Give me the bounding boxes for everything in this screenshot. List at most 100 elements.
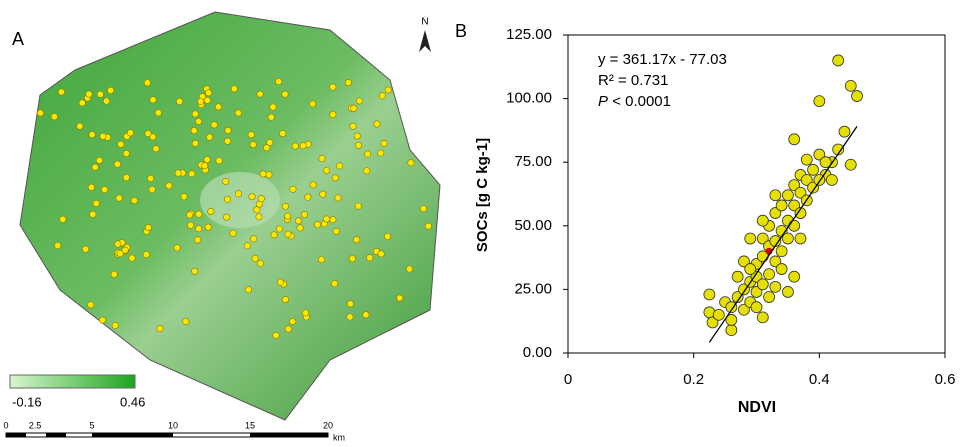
sample-site: [92, 164, 98, 170]
sample-site: [297, 225, 303, 231]
sample-site: [114, 161, 120, 167]
sample-site: [364, 168, 370, 174]
sample-site: [112, 322, 118, 328]
sample-site: [379, 93, 385, 99]
scatter-point: [732, 271, 743, 282]
sample-site: [335, 195, 341, 201]
sample-site: [127, 130, 133, 136]
y-tick-label: 125.00: [506, 26, 552, 43]
sample-site: [195, 118, 201, 124]
scale-label: 2.5: [29, 420, 42, 430]
sample-site: [385, 87, 391, 93]
sample-site: [51, 114, 57, 120]
sample-site: [314, 221, 320, 227]
sample-site: [276, 226, 282, 232]
sample-site: [97, 91, 103, 97]
sample-site: [111, 271, 117, 277]
sample-site: [176, 98, 182, 104]
sample-site: [187, 222, 193, 228]
sample-site: [224, 196, 230, 202]
panel-label: A: [12, 29, 24, 49]
sample-site: [320, 191, 326, 197]
sample-site: [353, 237, 359, 243]
page: {"panel_a": {"label": "A", "north": "N",…: [0, 0, 966, 442]
sample-site: [273, 332, 279, 338]
sample-site: [282, 203, 288, 209]
scatter-point: [789, 271, 800, 282]
scatter-point: [745, 233, 756, 244]
sample-site: [194, 237, 200, 243]
sample-site: [79, 100, 85, 106]
sample-site: [100, 133, 106, 139]
sample-site: [292, 143, 298, 149]
sample-site: [248, 132, 254, 138]
sample-site: [270, 104, 276, 110]
sample-site: [223, 214, 229, 220]
sample-site: [252, 255, 258, 261]
sample-site: [208, 208, 214, 214]
sample-site: [363, 312, 369, 318]
sample-site: [336, 163, 342, 169]
sample-site: [116, 195, 122, 201]
sample-site: [345, 79, 351, 85]
sample-site: [245, 286, 251, 292]
sample-site: [319, 155, 325, 161]
sample-site: [425, 223, 431, 229]
scatter-point: [852, 91, 863, 102]
sample-site: [174, 245, 180, 251]
sample-site: [285, 326, 291, 332]
sample-site: [266, 171, 272, 177]
scatter-point: [770, 190, 781, 201]
sample-site: [204, 156, 210, 162]
sample-site: [350, 123, 356, 129]
sample-site: [93, 200, 99, 206]
sample-site: [181, 193, 187, 199]
legend-min: -0.16: [12, 394, 42, 409]
sample-site: [330, 111, 336, 117]
sample-site: [275, 78, 281, 84]
y-tick-label: 50.00: [514, 217, 552, 234]
sample-site: [54, 242, 60, 248]
sample-site: [310, 182, 316, 188]
scatter-point: [801, 154, 812, 165]
y-tick-label: 75.00: [514, 153, 552, 170]
sample-site: [355, 142, 361, 148]
sample-site: [235, 191, 241, 197]
scatter-point: [745, 264, 756, 275]
y-axis-label: SOCs [g C kg-1]: [474, 138, 491, 252]
sample-site: [347, 314, 353, 320]
sample-site: [268, 114, 274, 120]
sample-site: [284, 213, 290, 219]
sample-site: [115, 241, 121, 247]
x-tick-label: 0: [564, 371, 572, 388]
scale-label: 0: [3, 420, 8, 430]
sample-site: [257, 91, 263, 97]
scatter-point: [757, 215, 768, 226]
y-tick-label: 25.00: [514, 280, 552, 297]
sample-site: [145, 130, 151, 136]
sample-site: [215, 104, 221, 110]
scale-unit: km: [333, 432, 345, 442]
sample-site: [192, 111, 198, 117]
sample-site: [289, 318, 295, 324]
sample-site: [280, 130, 286, 136]
sample-site: [378, 150, 384, 156]
sample-site: [250, 141, 256, 147]
scatter-point: [713, 309, 724, 320]
scatter-point: [839, 126, 850, 137]
sample-site: [58, 89, 64, 95]
x-axis-label: NDVI: [738, 399, 776, 416]
sample-site: [202, 162, 208, 168]
sample-site: [195, 226, 201, 232]
sample-site: [300, 142, 306, 148]
sample-site: [191, 127, 197, 133]
sample-site: [60, 216, 66, 222]
sample-site: [87, 302, 93, 308]
sample-site: [330, 217, 336, 223]
x-tick-label: 0.4: [809, 371, 830, 388]
trendline: [709, 126, 857, 342]
scatter-point: [770, 281, 781, 292]
sample-site: [378, 251, 384, 257]
sample-site: [257, 260, 263, 266]
scale-label: 10: [168, 420, 178, 430]
